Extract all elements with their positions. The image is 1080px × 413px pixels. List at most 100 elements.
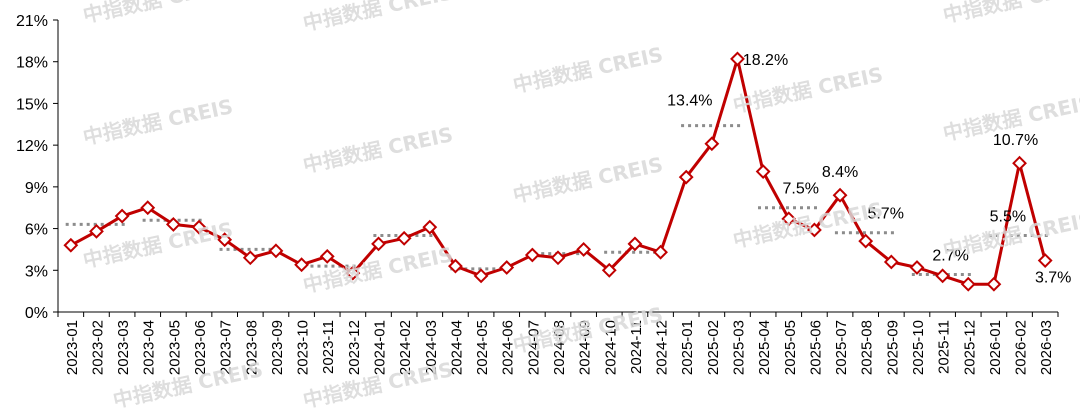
- data-point: [114, 208, 130, 224]
- x-tick-label: 2024-06: [500, 320, 517, 375]
- data-point: [601, 262, 617, 278]
- data-label: 2.7%: [932, 247, 968, 264]
- x-tick-label: 2024-09: [577, 320, 594, 375]
- x-tick-label: 2023-10: [295, 320, 312, 375]
- data-label: 13.4%: [667, 93, 712, 110]
- x-tick-label: 2026-03: [1038, 320, 1055, 375]
- data-point: [653, 244, 668, 260]
- data-point: [268, 243, 284, 259]
- x-tick-label: 2023-03: [115, 320, 132, 375]
- y-tick-label: 18%: [16, 55, 48, 72]
- x-tick-label: 2023-06: [192, 320, 209, 375]
- data-point: [1012, 155, 1027, 171]
- x-tick-label: 2026-02: [1013, 320, 1030, 375]
- x-tick-label: 2024-03: [423, 320, 440, 375]
- y-axis: 0% 3% 6% 9% 12% 15% 18% 21%: [16, 13, 59, 322]
- data-label: 7.5%: [783, 181, 819, 198]
- data-point: [319, 248, 335, 264]
- data-point: [960, 276, 976, 292]
- data-point: [730, 51, 745, 67]
- growth-series: [63, 51, 1053, 292]
- x-tick-label: 2025-07: [833, 320, 850, 375]
- x-tick-label: 2023-01: [64, 320, 81, 375]
- data-point: [550, 250, 566, 266]
- data-point: [755, 164, 771, 179]
- x-tick-label: 2024-11: [628, 320, 645, 374]
- y-tick-label: 9%: [25, 180, 48, 197]
- data-point: [1037, 253, 1053, 268]
- x-tick-label: 2024-10: [602, 320, 619, 375]
- data-point: [627, 236, 643, 252]
- data-label: 3.7%: [1035, 270, 1071, 287]
- x-tick-label: 2023-07: [218, 320, 235, 375]
- x-tick-label: 2025-09: [884, 320, 901, 375]
- x-tick-label: 2024-12: [654, 320, 671, 375]
- data-point: [345, 265, 361, 281]
- data-point: [473, 268, 489, 284]
- x-tick-label: 2025-08: [859, 320, 876, 375]
- x-tick-label: 2025-04: [756, 320, 773, 375]
- data-point: [89, 223, 104, 239]
- x-tick-label: 2025-06: [807, 320, 824, 375]
- data-point: [242, 250, 258, 266]
- data-point: [140, 200, 156, 216]
- x-tick-label: 2024-01: [372, 320, 389, 375]
- data-point: [396, 230, 412, 246]
- data-point: [806, 222, 822, 238]
- data-point: [165, 216, 181, 232]
- x-tick-label: 2025-01: [679, 320, 696, 375]
- x-tick-label: 2024-08: [551, 320, 568, 375]
- x-tick-label: 2026-01: [987, 320, 1004, 375]
- data-point: [499, 260, 515, 275]
- data-point: [576, 242, 592, 257]
- x-tick-label: 2023-04: [141, 320, 158, 375]
- data-point: [217, 232, 233, 248]
- x-tick-label: 2023-05: [166, 320, 183, 375]
- data-point: [63, 237, 79, 253]
- x-tick-label: 2024-02: [397, 320, 414, 375]
- data-label: 10.7%: [993, 132, 1038, 149]
- data-point: [191, 219, 207, 235]
- x-axis: 2023-01 2023-02 2023-03 2023-04 2023-05 2023-…: [57, 311, 1059, 375]
- data-label: 5.7%: [867, 206, 903, 223]
- data-label: 5.5%: [990, 209, 1026, 226]
- x-tick-label: 2023-11: [320, 320, 337, 374]
- data-point: [909, 260, 925, 275]
- x-tick-label: 2024-05: [474, 320, 491, 375]
- y-tick-label: 3%: [25, 263, 48, 280]
- x-tick-label: 2023-12: [346, 320, 363, 375]
- data-label: 8.4%: [822, 164, 858, 181]
- data-point: [832, 187, 848, 203]
- data-point: [294, 257, 310, 273]
- x-tick-label: 2025-05: [782, 320, 799, 375]
- data-point: [448, 258, 463, 274]
- x-tick-label: 2023-08: [243, 320, 260, 375]
- data-labels: 18.2% 13.4% 7.5%8.4% 5.7% 2.7% 10.7% 5.5% 3.7%: [667, 52, 1071, 287]
- data-point: [704, 136, 720, 152]
- data-point: [986, 276, 1002, 292]
- y-tick-label: 12%: [16, 138, 48, 155]
- x-tick-label: 2025-03: [730, 320, 747, 375]
- y-tick-label: 6%: [25, 222, 48, 239]
- data-label: 18.2%: [743, 52, 788, 69]
- data-point: [935, 268, 951, 284]
- y-tick-label: 21%: [16, 13, 48, 30]
- y-tick-label: 0%: [25, 305, 48, 322]
- data-point: [524, 247, 540, 263]
- data-point: [678, 169, 694, 185]
- x-tick-label: 2024-07: [525, 320, 542, 375]
- data-point: [858, 233, 874, 249]
- x-tick-label: 2025-11: [936, 320, 953, 374]
- x-tick-label: 2025-02: [705, 320, 722, 375]
- x-tick-label: 2023-09: [269, 320, 286, 375]
- x-tick-label: 2024-04: [448, 320, 465, 375]
- x-tick-label: 2023-02: [89, 320, 106, 375]
- data-point: [422, 219, 438, 235]
- data-point: [883, 254, 899, 270]
- data-point: [781, 211, 797, 227]
- y-tick-label: 15%: [16, 96, 48, 113]
- x-tick-label: 2025-10: [910, 320, 927, 375]
- x-tick-label: 2025-12: [961, 320, 978, 375]
- data-point: [371, 236, 386, 252]
